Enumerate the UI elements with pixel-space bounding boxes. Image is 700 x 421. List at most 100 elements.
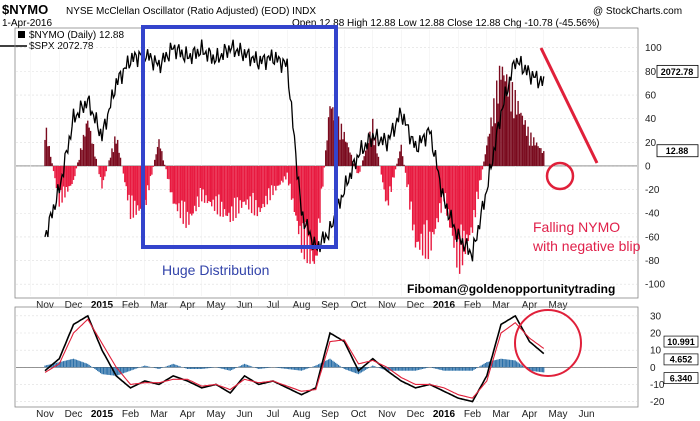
histogram-bar	[179, 366, 181, 368]
nymo-bar	[369, 131, 371, 166]
histogram-bar	[390, 367, 392, 371]
histogram-bar	[47, 364, 49, 368]
nymo-bar	[273, 165, 276, 186]
nymo-bar	[380, 165, 382, 175]
histogram-bar	[420, 367, 422, 370]
nymo-bar	[423, 165, 425, 225]
histogram-bar	[171, 364, 173, 368]
nymo-bar	[65, 165, 68, 187]
histogram-bar	[517, 362, 519, 368]
nymo-bar	[101, 165, 103, 189]
y-tick-label: 20	[645, 138, 657, 149]
nymo-bar	[195, 165, 197, 212]
nymo-bar	[235, 165, 237, 218]
histogram-bar	[111, 367, 113, 376]
oscillator-fast-line	[44, 314, 545, 403]
histogram-bar	[70, 359, 72, 368]
nymo-bar	[169, 165, 172, 193]
histogram-bar	[188, 367, 190, 369]
nymo-bar	[108, 160, 110, 166]
nymo-bar	[290, 165, 293, 200]
nymo-bar	[228, 165, 230, 213]
histogram-bar	[238, 366, 240, 368]
distribution-box	[141, 25, 338, 249]
histogram-bar	[318, 364, 320, 368]
histogram-bar	[460, 367, 462, 371]
histogram-bar	[379, 367, 381, 369]
nymo-bar	[363, 156, 365, 166]
histogram-bar	[184, 367, 186, 368]
annotation-falling-nymo-1: Falling NYMO	[533, 219, 620, 235]
nymo-bar	[139, 165, 142, 209]
histogram-bar	[223, 367, 226, 370]
nymo-bar	[329, 106, 331, 166]
nymo-bar	[92, 144, 95, 166]
nymo-bar	[256, 165, 259, 217]
nymo-bar	[116, 139, 119, 166]
nymo-bar	[467, 165, 469, 242]
histogram-bar	[538, 367, 541, 372]
nymo-bar	[81, 149, 83, 166]
histogram-bar	[255, 367, 257, 368]
histogram-bar	[413, 367, 415, 371]
nymo-bar	[268, 165, 270, 189]
histogram-bar	[511, 360, 513, 368]
nymo-bar	[94, 156, 96, 166]
histogram-bar	[263, 367, 266, 369]
nymo-bar	[88, 127, 90, 166]
histogram-bar	[147, 366, 149, 368]
histogram-bar	[392, 367, 394, 371]
histogram-bar	[352, 367, 354, 373]
y-tick-label: 10	[650, 346, 662, 357]
histogram-bar	[459, 367, 461, 371]
x-tick-label: Mar	[150, 300, 168, 311]
nymo-bar	[171, 165, 173, 193]
histogram-bar	[186, 367, 189, 369]
nymo-bar	[528, 145, 531, 166]
nymo-bar	[309, 165, 311, 264]
histogram-bar	[426, 367, 428, 368]
histogram-bar	[306, 367, 308, 369]
histogram-bar	[543, 367, 545, 373]
nymo-bar	[326, 140, 328, 166]
histogram-bar	[461, 367, 464, 371]
nymo-bar	[374, 137, 377, 166]
nymo-bar	[252, 165, 254, 193]
nymo-bar	[175, 165, 177, 205]
nymo-bar	[531, 145, 534, 166]
nymo-bar	[310, 165, 313, 251]
histogram-bar	[125, 367, 127, 373]
nymo-bar	[518, 113, 521, 166]
histogram-bar	[161, 367, 163, 368]
nymo-bar	[496, 80, 498, 166]
y-tick-label: 40	[645, 114, 657, 125]
nymo-bar	[206, 165, 209, 204]
nymo-bar	[111, 148, 113, 166]
x-tick-label: Jul	[267, 300, 280, 311]
last-value-box	[656, 64, 699, 78]
nymo-bar	[429, 165, 431, 232]
nymo-bar	[497, 103, 499, 166]
histogram-bar	[293, 367, 295, 370]
nymo-bar	[164, 164, 166, 166]
histogram-bar	[232, 367, 234, 370]
nymo-bar	[146, 165, 149, 186]
x-tick-label: Nov	[36, 409, 54, 420]
last-value-label: 10.991	[667, 337, 695, 347]
histogram-bar	[95, 367, 97, 371]
nymo-bar	[541, 153, 544, 166]
nymo-bar	[476, 165, 478, 192]
nymo-bar	[319, 165, 321, 223]
nymo-bar	[136, 165, 139, 206]
histogram-bar	[480, 365, 482, 368]
histogram-bar	[490, 361, 492, 368]
nymo-bar	[275, 165, 277, 191]
histogram-bar	[67, 360, 69, 368]
nymo-bar	[155, 154, 157, 166]
nymo-bar	[325, 150, 327, 166]
histogram-bar	[82, 362, 85, 368]
histogram-bar	[534, 367, 536, 372]
nymo-bar	[236, 165, 239, 198]
histogram-bar	[225, 367, 227, 370]
histogram-bar	[353, 367, 355, 373]
